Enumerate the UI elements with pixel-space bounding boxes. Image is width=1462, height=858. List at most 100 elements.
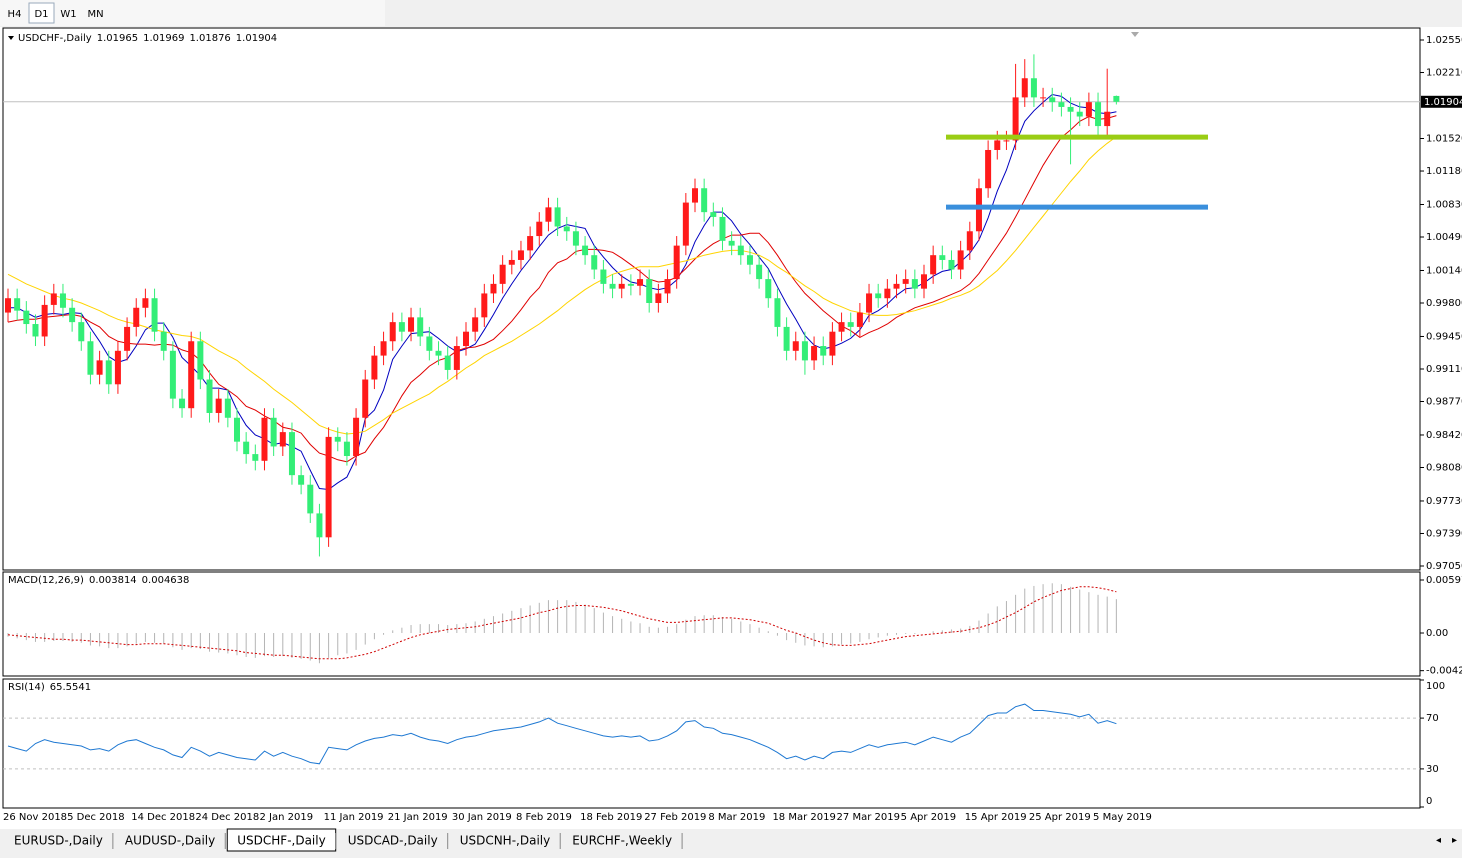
y-tick-label: 1.00830	[1426, 199, 1462, 210]
candle-body	[655, 293, 662, 303]
candle-body	[811, 346, 818, 361]
chart-tab[interactable]: USDCNH-,Daily	[460, 834, 551, 848]
candle-body	[847, 322, 854, 327]
candle-body	[435, 350, 442, 356]
candle-body	[215, 398, 222, 413]
chart-tab[interactable]: USDCHF-,Daily	[237, 834, 325, 848]
candle-body	[298, 475, 305, 485]
candle-body	[1113, 95, 1120, 102]
y-tick-label: 1.02550	[1426, 35, 1462, 46]
candle-body	[545, 207, 552, 222]
chart-header: 1.01876	[189, 33, 230, 44]
timeframe-button[interactable]: MN	[87, 9, 103, 20]
candle-body	[59, 293, 66, 308]
tab-bar	[0, 829, 1462, 858]
current-price-label: 1.01904	[1424, 97, 1462, 108]
y-tick-label: 1.01520	[1426, 134, 1462, 145]
candle-body	[343, 441, 350, 457]
candle-body	[78, 322, 85, 342]
timeframe-button[interactable]: D1	[34, 9, 48, 20]
y-tick-label: 1.01180	[1426, 166, 1462, 177]
candle-body	[856, 312, 863, 327]
macd-panel	[2, 571, 1421, 677]
candle-body	[508, 259, 515, 265]
timeframe-button[interactable]: H4	[8, 9, 22, 20]
x-tick-label: 5 Apr 2019	[901, 812, 956, 823]
x-tick-label: 18 Feb 2019	[580, 812, 642, 823]
candle-body	[179, 398, 186, 409]
candle-body	[701, 188, 708, 213]
moving-average	[7, 136, 1117, 435]
candle-body	[985, 149, 992, 189]
chart-tab[interactable]: AUDUSD-,Daily	[125, 834, 215, 848]
candle-body	[224, 398, 231, 418]
candle-body	[866, 293, 873, 313]
indicator-header: 65.5541	[50, 682, 91, 693]
candle-body	[307, 484, 314, 514]
candle-body	[646, 279, 653, 303]
x-tick-label: 30 Jan 2019	[452, 812, 512, 823]
candle-body	[1076, 111, 1083, 117]
y-tick-label: 1.00490	[1426, 232, 1462, 243]
candle-body	[1049, 97, 1056, 103]
candle-body	[490, 283, 497, 294]
signal-line	[7, 586, 1117, 660]
scroll-left[interactable]: ◂	[1436, 835, 1441, 846]
candle-body	[765, 279, 772, 299]
candle-body	[270, 417, 277, 447]
candle-body	[527, 236, 534, 251]
x-tick-label: 5 May 2019	[1093, 812, 1152, 823]
candle-body	[600, 269, 607, 284]
timeframe-button[interactable]: W1	[60, 9, 76, 20]
x-tick-label: 27 Mar 2019	[837, 812, 900, 823]
candle-body	[682, 202, 689, 246]
candle-body	[1104, 111, 1111, 127]
candle-body	[911, 279, 918, 289]
candle-body	[206, 379, 213, 413]
candle-body	[316, 513, 323, 538]
candle-body	[692, 188, 698, 203]
candle-body	[197, 341, 204, 380]
candle-body	[756, 264, 763, 280]
x-tick-label: 2 Jan 2019	[259, 812, 313, 823]
candle-body	[417, 317, 424, 337]
candle-body	[69, 307, 76, 323]
y-tick-label: -0.00424	[1426, 666, 1462, 677]
scroll-right[interactable]: ▸	[1452, 835, 1457, 846]
candle-body	[792, 341, 799, 351]
candle-body	[728, 240, 735, 246]
candle-body	[1095, 102, 1102, 127]
x-tick-label: 15 Apr 2019	[965, 812, 1027, 823]
x-tick-label: 24 Dec 2018	[195, 812, 259, 823]
candle-body	[966, 231, 973, 251]
candle-body	[957, 250, 964, 270]
candle-body	[975, 188, 982, 232]
candle-body	[1012, 97, 1019, 141]
candle-body	[169, 350, 176, 399]
y-tick-label: 0.00	[1426, 628, 1448, 639]
candle-body	[234, 417, 240, 442]
candle-body	[838, 322, 845, 332]
candle-body	[902, 279, 909, 284]
candle-body	[1067, 106, 1074, 112]
chart-tab[interactable]: EURUSD-,Daily	[14, 834, 103, 848]
y-tick-label: 70	[1426, 713, 1439, 724]
x-tick-label: 14 Dec 2018	[131, 812, 195, 823]
candle-body	[609, 283, 616, 289]
candle-body	[591, 255, 598, 270]
chart-tab[interactable]: EURCHF-,Weekly	[572, 834, 672, 848]
collapse-arrow[interactable]	[8, 36, 14, 40]
candle-body	[820, 346, 827, 356]
candle-body	[243, 441, 250, 455]
candle-body	[1085, 102, 1092, 117]
chart-tab[interactable]: USDCAD-,Daily	[348, 834, 438, 848]
candle-body	[618, 283, 625, 289]
candle-body	[398, 322, 405, 332]
candle-body	[1030, 78, 1037, 98]
candle-body	[188, 341, 195, 409]
candle-body	[114, 350, 121, 385]
